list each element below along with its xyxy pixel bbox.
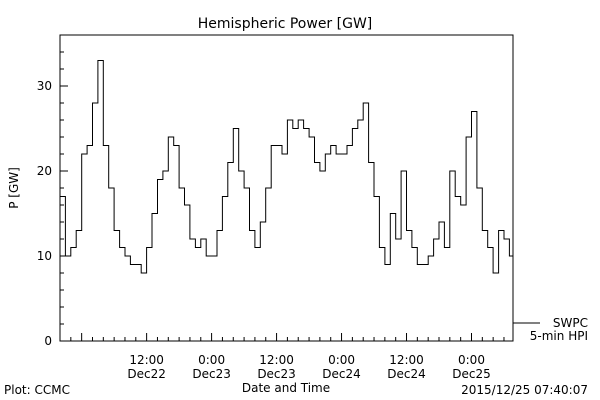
x-tick-date-label: Dec23 (257, 367, 296, 381)
chart-title: Hemispheric Power [GW] (198, 16, 373, 32)
y-axis-label: P [GW] (7, 167, 21, 209)
x-tick-time-label: 12:00 (129, 353, 164, 367)
legend-5min-hpi: 5-min HPI (530, 329, 588, 343)
x-tick-time-label: 12:00 (259, 353, 294, 367)
plot-credit: Plot: CCMC (4, 383, 70, 397)
x-tick-date-label: Dec24 (322, 367, 361, 381)
y-axis-ticks: 0 10 20 30 (37, 34, 68, 348)
x-tick-time-label: 12:00 (389, 353, 424, 367)
y-tick-label: 30 (37, 79, 52, 93)
x-axis-ticks: 12:00Dec220:00Dec2312:00Dec230:00Dec2412… (59, 333, 505, 381)
x-tick-time-label: 0:00 (328, 353, 355, 367)
x-tick-date-label: Dec24 (387, 367, 426, 381)
y-tick-label: 0 (44, 334, 52, 348)
x-tick-time-label: 0:00 (198, 353, 225, 367)
plot-frame (59, 34, 514, 342)
legend-swpc: SWPC (553, 316, 588, 330)
x-tick-date-label: Dec22 (127, 367, 166, 381)
plot-timestamp: 2015/12/25 07:40:07 (461, 383, 588, 397)
x-tick-date-label: Dec23 (192, 367, 231, 381)
power-series-line (60, 60, 513, 274)
x-tick-time-label: 0:00 (458, 353, 485, 367)
x-tick-date-label: Dec25 (452, 367, 491, 381)
y-tick-label: 10 (37, 249, 52, 263)
x-axis-label: Date and Time (242, 381, 330, 395)
y-tick-label: 20 (37, 164, 52, 178)
